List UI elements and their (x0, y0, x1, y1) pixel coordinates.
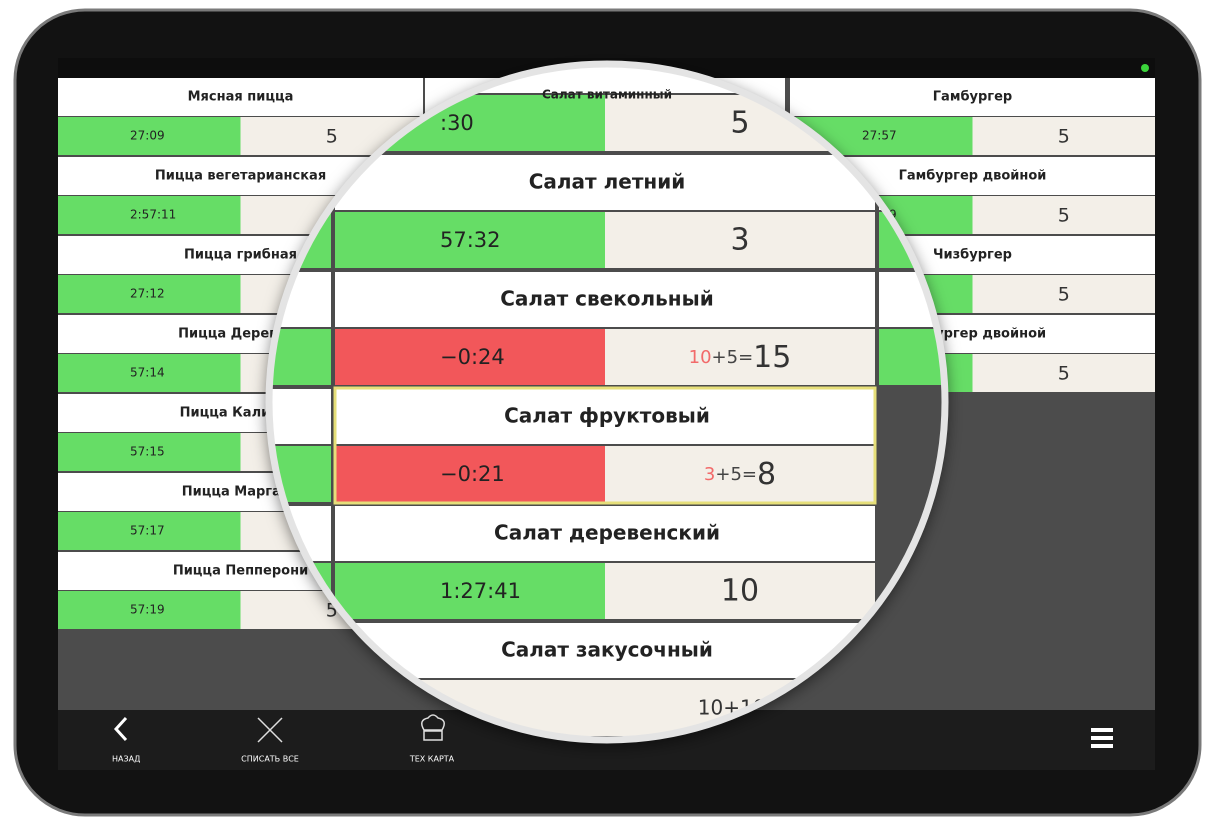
ticket-time: 57:32 (440, 228, 501, 252)
ticket-count (605, 329, 875, 385)
ticket-name: Пицца вегетарианская (155, 169, 326, 184)
back-icon[interactable] (113, 716, 128, 742)
ticket-timer (58, 354, 241, 392)
order-grid: Мясная пицца 27:09 5 Пицца вегетарианская 2:… (58, 78, 1155, 629)
ticket-timer (58, 275, 241, 313)
ticket-qty: 10 (721, 574, 759, 609)
side-timer (270, 329, 331, 385)
ticket-time: 57:14 (130, 366, 165, 380)
ticket-timer (58, 591, 241, 629)
chef-icon[interactable] (421, 714, 445, 741)
total-qty: 15 (753, 340, 791, 375)
clear-icon[interactable] (257, 717, 283, 743)
toolbar-label[interactable]: СПИСАТЬ ВСЕ (241, 755, 299, 764)
menu-icon[interactable] (1091, 728, 1113, 748)
ticket-time: 27:12 (130, 287, 165, 301)
extra-qty: 10 (689, 347, 712, 368)
ticket-timer (335, 446, 605, 502)
ticket-qty: 5 (730, 106, 749, 141)
ticket-count (972, 354, 1155, 392)
ticket-name: Салат закусочный (501, 638, 713, 662)
ticket-timer (335, 329, 605, 385)
ticket-time: 27:57 (862, 129, 897, 143)
ticket-time: 57:19 (130, 603, 165, 617)
ticket-qty: 10+5=15 (689, 340, 792, 375)
ticket-count (605, 446, 875, 502)
ticket-qty: 5 (1058, 363, 1070, 385)
ticket-qty: 3 (730, 223, 749, 258)
ticket-time: 1:27:41 (440, 579, 521, 603)
ticket-name: Гамбургер двойной (899, 169, 1047, 184)
ticket-highlight (333, 386, 877, 505)
ticket-name: Чизбургер (933, 248, 1012, 263)
ticket-name-row[interactable] (335, 272, 875, 327)
ticket-qty: 5 (1058, 126, 1070, 148)
ticket-name: Пицца грибная (184, 248, 297, 263)
ticket-name: Пицца Пепперони (173, 564, 308, 579)
added-qty: +5= (715, 464, 757, 485)
ticket-time: −0:21 (440, 462, 505, 486)
ticket-time: 57:17 (130, 524, 165, 538)
toolbar-label[interactable]: НАЗАД (112, 755, 140, 764)
ticket-name: Салат витаминный (542, 88, 672, 102)
side-name-row (270, 389, 331, 444)
ticket-name: Салат летний (529, 170, 686, 194)
ticket-name-row[interactable] (790, 78, 1155, 116)
ticket-qty: 5 (1058, 284, 1070, 306)
ticket-timer (58, 196, 241, 234)
added-qty: +5= (712, 347, 754, 368)
ticket-count (972, 196, 1155, 234)
ticket-qty: 5 (1058, 205, 1070, 227)
ticket-count (972, 275, 1155, 313)
ticket-name-row[interactable] (335, 389, 875, 444)
ticket-name-row[interactable] (335, 623, 875, 678)
ticket-name: Гамбургер (933, 90, 1012, 105)
ticket-name: Салат фруктовый (504, 404, 710, 428)
status-dot (1141, 64, 1149, 72)
ticket-name-row[interactable] (335, 155, 875, 210)
magnifier-rim (265, 60, 949, 744)
ticket-timer (335, 212, 605, 268)
ticket-time: :30 (440, 111, 474, 135)
toolbar-label[interactable]: ТЕХ КАРТА (409, 755, 455, 764)
ticket-timer (58, 512, 241, 550)
ticket-qty: 5 (326, 126, 338, 148)
ticket-time: 2:57:11 (130, 208, 176, 222)
ticket-qty: 3+5=8 (704, 457, 776, 492)
ticket-time: 57:15 (130, 445, 165, 459)
ticket-name: Пицца Маргари (182, 485, 300, 500)
extra-qty: 3 (704, 464, 715, 485)
ticket-name: Салат деревенский (494, 521, 720, 545)
ticket-name: Салат свекольный (500, 287, 713, 311)
ticket-name: Мясная пицца (188, 90, 294, 105)
ticket-time: −0:24 (440, 345, 505, 369)
ticket-timer (335, 563, 605, 619)
ticket-count (605, 563, 875, 619)
ticket-time: 27:09 (130, 129, 165, 143)
total-qty: 8 (757, 457, 776, 492)
side-timer (879, 329, 945, 385)
ticket-count (605, 212, 875, 268)
ticket-name-row[interactable] (58, 78, 423, 116)
ticket-name-row[interactable] (335, 506, 875, 561)
ticket-timer (58, 117, 241, 155)
ticket-timer (58, 433, 241, 471)
ticket-count (972, 117, 1155, 155)
